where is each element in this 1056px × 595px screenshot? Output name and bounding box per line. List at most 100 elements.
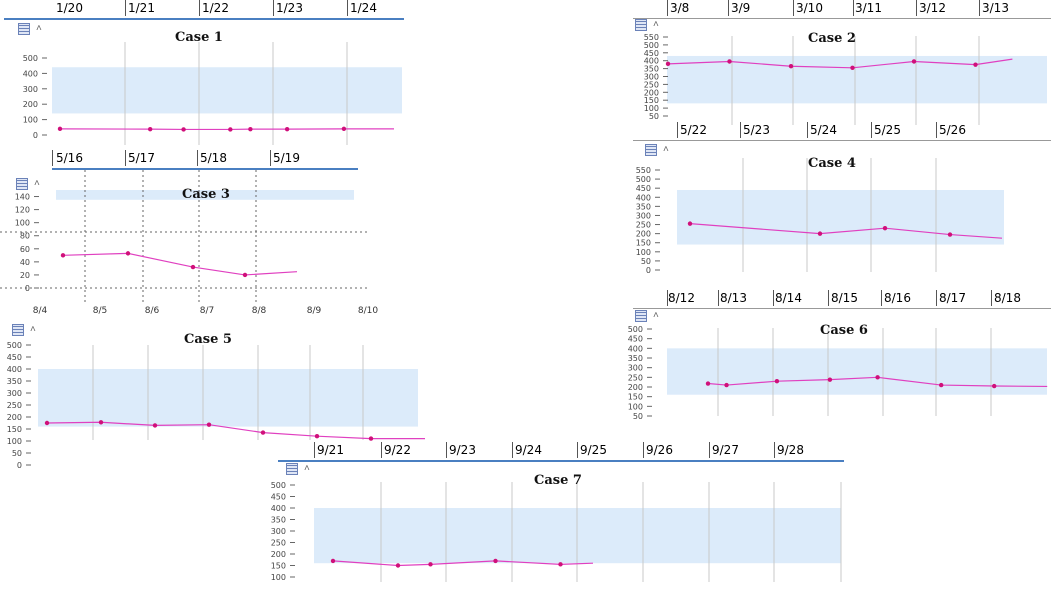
chevron-up-icon[interactable]: ˄ bbox=[30, 324, 36, 335]
date-separator bbox=[577, 442, 578, 458]
date-label[interactable]: 9/26 bbox=[646, 443, 673, 457]
y-tick-label: 150 bbox=[628, 393, 643, 402]
chart-svg-case-7: 500 450 400 350 300 250 200 150 100 bbox=[271, 481, 842, 582]
date-label[interactable]: 8/17 bbox=[939, 291, 966, 305]
data-point bbox=[973, 62, 978, 67]
table-icon[interactable] bbox=[16, 178, 28, 190]
date-label[interactable]: 8/15 bbox=[831, 291, 858, 305]
date-label[interactable]: 5/25 bbox=[874, 123, 901, 137]
date-label[interactable]: 5/17 bbox=[128, 151, 155, 165]
y-tick-label: 150 bbox=[636, 239, 651, 248]
chevron-up-icon[interactable]: ˄ bbox=[34, 178, 40, 189]
y-tick-label: 100 bbox=[636, 248, 651, 257]
date-label[interactable]: 1/23 bbox=[276, 1, 303, 15]
date-label[interactable]: 3/12 bbox=[919, 1, 946, 15]
y-tick-label: 450 bbox=[7, 353, 22, 362]
y-tick-label: 500 bbox=[644, 41, 659, 50]
y-tick-label: 500 bbox=[271, 481, 286, 490]
y-tick-label: 100 bbox=[15, 219, 30, 228]
date-separator bbox=[199, 0, 200, 16]
y-tick-label: 300 bbox=[23, 85, 38, 94]
table-icon[interactable] bbox=[645, 144, 657, 156]
date-separator bbox=[936, 290, 937, 306]
date-label[interactable]: 9/21 bbox=[317, 443, 344, 457]
date-label[interactable]: 1/24 bbox=[350, 1, 377, 15]
date-header-bar: 3/8 3/9 3/10 3/11 3/12 3/13 bbox=[633, 0, 1051, 19]
date-label[interactable]: 8/18 bbox=[994, 291, 1021, 305]
date-label[interactable]: 3/8 bbox=[670, 1, 690, 15]
date-header-bar: 8/12 8/13 8/14 8/15 8/16 8/17 8/18 bbox=[633, 290, 1051, 309]
y-tick-label: 150 bbox=[7, 425, 22, 434]
data-point bbox=[190, 264, 196, 270]
date-label[interactable]: 3/10 bbox=[796, 1, 823, 15]
table-icon[interactable] bbox=[286, 463, 298, 475]
date-label[interactable]: 5/26 bbox=[939, 123, 966, 137]
y-tick-label: 0 bbox=[17, 461, 22, 470]
y-tick-label: 40 bbox=[20, 258, 30, 267]
date-label[interactable]: 5/19 bbox=[273, 151, 300, 165]
target-range-band bbox=[667, 348, 1047, 395]
date-label[interactable]: 5/24 bbox=[810, 123, 837, 137]
date-header-bar: 1/20 1/21 1/22 1/23 1/24 bbox=[4, 0, 404, 20]
date-label[interactable]: 5/22 bbox=[680, 123, 707, 137]
y-tick-label: 200 bbox=[23, 100, 38, 109]
x-tick-label: 8/6 bbox=[145, 306, 160, 316]
table-icon[interactable] bbox=[635, 310, 647, 322]
y-tick-label: 50 bbox=[641, 257, 651, 266]
date-label[interactable]: 1/22 bbox=[202, 1, 229, 15]
target-range-band bbox=[56, 190, 354, 200]
chevron-up-icon[interactable]: ˄ bbox=[653, 310, 659, 321]
date-label[interactable]: 3/9 bbox=[731, 1, 751, 15]
date-separator bbox=[881, 290, 882, 306]
date-label[interactable]: 3/11 bbox=[855, 1, 882, 15]
date-label[interactable]: 5/16 bbox=[56, 151, 83, 165]
data-point bbox=[558, 562, 563, 567]
y-tick-label: 400 bbox=[23, 69, 38, 78]
y-tick-label: 80 bbox=[20, 232, 30, 241]
date-label[interactable]: 5/23 bbox=[743, 123, 770, 137]
y-tick-label: 500 bbox=[7, 341, 22, 350]
date-separator bbox=[125, 0, 126, 16]
date-label[interactable]: 8/16 bbox=[884, 291, 911, 305]
date-label[interactable]: 1/21 bbox=[128, 1, 155, 15]
date-label[interactable]: 5/18 bbox=[200, 151, 227, 165]
date-label[interactable]: 1/20 bbox=[56, 1, 83, 15]
table-icon[interactable] bbox=[12, 324, 24, 336]
data-point bbox=[882, 225, 888, 231]
date-label[interactable]: 9/28 bbox=[777, 443, 804, 457]
chart-svg-case-1: 500 400 300 200 100 0 bbox=[23, 42, 402, 145]
y-tick-label: 250 bbox=[7, 401, 22, 410]
chevron-up-icon[interactable]: ˄ bbox=[663, 144, 669, 155]
date-label[interactable]: 9/22 bbox=[384, 443, 411, 457]
date-separator bbox=[793, 0, 794, 16]
date-label[interactable]: 8/12 bbox=[668, 291, 695, 305]
y-tick-label: 550 bbox=[644, 33, 659, 42]
data-point bbox=[314, 434, 320, 439]
date-label[interactable]: 3/13 bbox=[982, 1, 1009, 15]
chart-title: Case 1 bbox=[175, 30, 223, 45]
y-tick-label: 500 bbox=[23, 54, 38, 63]
date-label[interactable]: 8/13 bbox=[720, 291, 747, 305]
date-label[interactable]: 9/23 bbox=[449, 443, 476, 457]
chevron-up-icon[interactable]: ˄ bbox=[653, 19, 659, 30]
chevron-up-icon[interactable]: ˄ bbox=[304, 463, 310, 474]
date-label[interactable]: 9/24 bbox=[515, 443, 542, 457]
chevron-up-icon[interactable]: ˄ bbox=[36, 23, 42, 34]
date-label[interactable]: 8/14 bbox=[775, 291, 802, 305]
data-point bbox=[341, 126, 347, 132]
chart-panel-case-6: 500 450 400 350 300 250 200 150 100 50 Case 6 ˄ 8/12… bbox=[628, 290, 1051, 440]
x-tick-label: 8/7 bbox=[200, 306, 214, 316]
table-icon[interactable] bbox=[18, 23, 30, 35]
date-separator bbox=[667, 0, 668, 16]
y-tick-label: 200 bbox=[628, 383, 643, 392]
table-icon[interactable] bbox=[635, 19, 647, 31]
date-label[interactable]: 9/27 bbox=[712, 443, 739, 457]
date-label[interactable]: 9/25 bbox=[580, 443, 607, 457]
data-point bbox=[152, 423, 158, 428]
data-point bbox=[248, 126, 253, 132]
y-tick-label: 200 bbox=[7, 413, 22, 422]
